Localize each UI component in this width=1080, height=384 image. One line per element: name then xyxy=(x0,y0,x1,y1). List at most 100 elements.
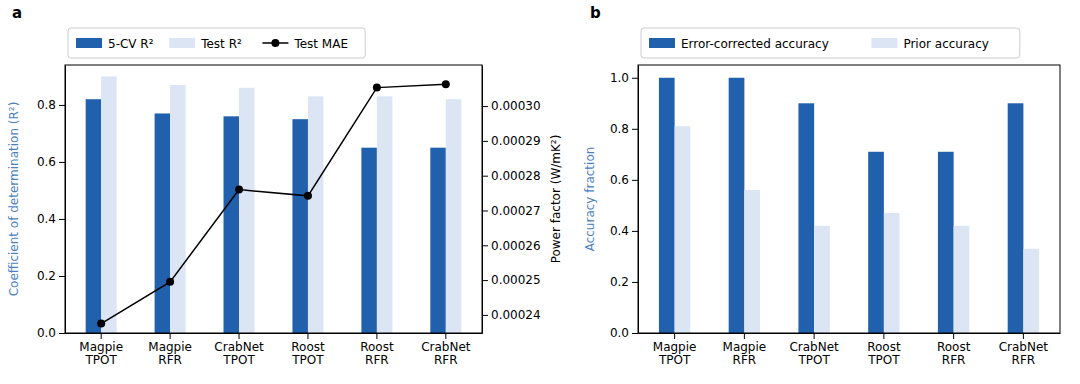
bar xyxy=(729,78,745,333)
axis-line xyxy=(638,66,639,334)
bar xyxy=(224,116,240,333)
tick-label: RoostTPOT xyxy=(291,340,325,368)
tick-label: 0.00030 xyxy=(491,99,541,113)
tick: 0.4 xyxy=(37,212,65,226)
tick: MagpieTPOT xyxy=(653,333,697,367)
tick-mark xyxy=(632,282,638,283)
tick-label: 0.8 xyxy=(37,98,56,112)
axis: 0.00.20.40.60.81.0 xyxy=(610,66,639,341)
tick-mark xyxy=(482,245,488,246)
tick-mark xyxy=(632,231,638,232)
tick: 0.00028 xyxy=(482,169,541,183)
bar xyxy=(430,148,446,333)
tick-label: 0.00027 xyxy=(491,204,541,218)
bar xyxy=(361,148,377,333)
bar xyxy=(659,78,675,333)
marker xyxy=(235,186,243,194)
panel: 0.00.20.40.60.80.000240.000250.000260.00… xyxy=(7,4,563,367)
tick: 0.0 xyxy=(37,326,65,340)
axis: MagpieTPOT MagpieRFR CrabNetTPOT RoostTPOT R… xyxy=(639,333,1061,367)
tick: 1.0 xyxy=(610,71,638,85)
tick: 0.00025 xyxy=(482,273,541,287)
tick-mark xyxy=(482,210,488,211)
bar xyxy=(884,213,900,333)
tick-label: 0.0 xyxy=(610,326,629,340)
tick: CrabNetRFR xyxy=(421,333,471,367)
tick-label: RoostTPOT xyxy=(867,340,901,368)
bar xyxy=(155,113,171,333)
bar xyxy=(170,85,186,333)
plot-frame xyxy=(638,65,1060,333)
tick: 0.00024 xyxy=(482,308,541,322)
bar xyxy=(675,126,691,333)
legend-swatch xyxy=(169,38,195,48)
legend-label: 5-CV R² xyxy=(108,37,154,51)
tick-mark xyxy=(101,333,102,339)
tick: RoostTPOT xyxy=(867,333,901,367)
tick-label: 0.2 xyxy=(37,269,56,283)
tick-label: 0.2 xyxy=(610,275,629,289)
tick-label: 0.6 xyxy=(37,155,56,169)
marker xyxy=(166,278,174,286)
axis-title: Accuracy fraction xyxy=(583,147,597,252)
tick-mark xyxy=(744,333,745,339)
tick: CrabNetTPOT xyxy=(214,333,264,367)
tick: 0.8 xyxy=(610,122,638,136)
tick-label: 0.00025 xyxy=(491,273,541,287)
tick: 0.8 xyxy=(37,98,65,112)
axis: 0.0 0.2 0.4 0.6 0.8 xyxy=(37,66,66,341)
tick: 0.00026 xyxy=(482,239,541,253)
bar xyxy=(798,103,814,333)
tick: RoostRFR xyxy=(937,333,971,367)
tick-label: RoostRFR xyxy=(360,340,394,368)
bar xyxy=(239,88,255,333)
tick-mark xyxy=(239,333,240,339)
tick-label: 0.4 xyxy=(37,212,56,226)
tick-mark xyxy=(482,280,488,281)
tick-label: 0.8 xyxy=(610,122,629,136)
legend-label: Error-corrected accuracy xyxy=(681,37,829,51)
tick: 0.00029 xyxy=(482,134,541,148)
axis: 0.00024 0.00025 0.00026 0.00027 0.00028 0.000… xyxy=(482,66,541,334)
tick-mark xyxy=(632,78,638,79)
tick-mark xyxy=(674,333,675,339)
tick-label: MagpieRFR xyxy=(148,340,192,368)
tick-label: 0.4 xyxy=(610,224,629,238)
tick-mark xyxy=(59,219,65,220)
tick: 0.00027 xyxy=(482,204,541,218)
tick: MagpieTPOT xyxy=(79,333,123,367)
legend-box xyxy=(68,28,365,58)
axis-title: Power factor (W/mK²) xyxy=(549,135,563,264)
tick-label: 1.0 xyxy=(610,71,629,85)
tick-mark xyxy=(376,333,377,339)
tick: RoostTPOT xyxy=(291,333,325,367)
bar xyxy=(308,96,324,333)
tick-mark xyxy=(59,333,65,334)
tick-mark xyxy=(59,276,65,277)
bar xyxy=(938,152,954,333)
tick-mark xyxy=(632,129,638,130)
tick-label: 0.00029 xyxy=(491,134,541,148)
tick-mark xyxy=(482,141,488,142)
figure: 0.00.20.40.60.80.000240.000250.000260.00… xyxy=(0,0,1080,384)
tick-mark xyxy=(482,106,488,107)
tick-mark xyxy=(482,315,488,316)
tick: 0.2 xyxy=(37,269,65,283)
tick-label: MagpieTPOT xyxy=(653,340,697,368)
tick: CrabNetTPOT xyxy=(789,333,839,367)
legend-label: Test MAE xyxy=(293,37,348,51)
tick-mark xyxy=(59,162,65,163)
tick-mark xyxy=(1023,333,1024,339)
line xyxy=(101,84,446,323)
tick: MagpieRFR xyxy=(723,333,767,367)
tick: 0.6 xyxy=(37,155,65,169)
tick-label: 0.00024 xyxy=(491,308,541,322)
legend: 5-CV R²Test R²Test MAE xyxy=(68,28,365,58)
plot-frame xyxy=(65,65,482,333)
legend-swatch xyxy=(649,38,675,48)
tick-mark xyxy=(953,333,954,339)
tick-mark xyxy=(482,176,488,177)
bar xyxy=(86,99,102,333)
bar xyxy=(377,96,393,333)
tick-mark xyxy=(632,333,638,334)
